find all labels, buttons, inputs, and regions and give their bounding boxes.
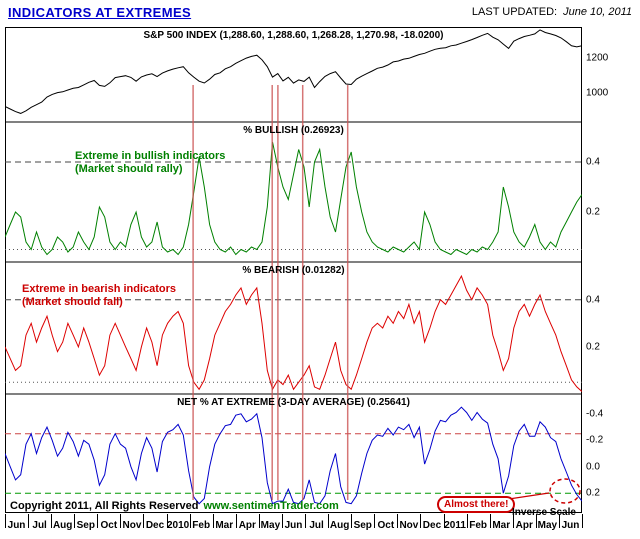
annotation-bearish-extreme: Extreme in bearish indicators (Market sh… bbox=[22, 283, 176, 309]
month-label: Aug bbox=[52, 520, 73, 531]
month-label: Nov bbox=[122, 520, 142, 531]
month-label: Oct bbox=[377, 520, 395, 531]
month-tick bbox=[51, 514, 53, 528]
copyright: Copyright 2011, All Rights Reserved www.s… bbox=[10, 500, 339, 512]
annotation-bearish-line2: (Market should fall) bbox=[22, 296, 123, 308]
month-tick bbox=[582, 514, 583, 528]
month-tick bbox=[235, 514, 237, 528]
month-tick bbox=[328, 514, 330, 528]
month-label: Apr bbox=[515, 520, 533, 531]
month-tick bbox=[281, 514, 283, 528]
month-tick bbox=[512, 514, 514, 528]
y-tick-label-net_extreme: 0.2 bbox=[586, 487, 600, 499]
month-label: Apr bbox=[238, 520, 256, 531]
month-tick bbox=[74, 514, 76, 528]
month-label: May bbox=[260, 520, 281, 531]
month-label: Mar bbox=[215, 520, 234, 531]
month-label: Nov bbox=[399, 520, 419, 531]
y-tick-label-net_extreme: -0.4 bbox=[586, 408, 604, 420]
month-tick bbox=[305, 514, 307, 528]
month-tick bbox=[443, 514, 445, 528]
sp500-series bbox=[5, 29, 582, 114]
month-tick bbox=[166, 514, 168, 528]
month-label: Aug bbox=[329, 520, 350, 531]
annotation-bearish-line1: Extreme in bearish indicators bbox=[22, 283, 177, 295]
page-title: INDICATORS AT EXTREMES bbox=[8, 5, 192, 20]
plot-box bbox=[5, 27, 582, 513]
month-label: Mar bbox=[492, 520, 511, 531]
y-tick-label-sp500: 1000 bbox=[586, 87, 609, 99]
month-tick bbox=[97, 514, 99, 528]
copyright-text: Copyright 2011, All Rights Reserved bbox=[10, 500, 199, 512]
almost-there-ellipse bbox=[549, 478, 581, 504]
month-tick bbox=[258, 514, 260, 528]
pct_bullish-series bbox=[5, 141, 582, 256]
annotation-bullish-line2: (Market should rally) bbox=[75, 163, 183, 175]
last-updated-label: LAST UPDATED: bbox=[471, 6, 558, 18]
panel-title-net_extreme: NET % AT EXTREME (3-DAY AVERAGE) (0.2564… bbox=[177, 397, 410, 408]
month-tick bbox=[420, 514, 422, 528]
y-tick-label-pct_bearish: 0.2 bbox=[586, 341, 600, 353]
month-tick bbox=[489, 514, 491, 528]
inverse-scale-label: Inverse Scale bbox=[512, 507, 576, 518]
annotation-bullish-extreme: Extreme in bullish indicators (Market sh… bbox=[75, 150, 225, 176]
month-tick bbox=[212, 514, 214, 528]
chart-svg bbox=[5, 27, 582, 513]
panel-title-pct_bullish: % BULLISH (0.26923) bbox=[243, 125, 344, 136]
y-tick-label-pct_bullish: 0.2 bbox=[586, 206, 600, 218]
month-label: May bbox=[537, 520, 558, 531]
y-tick-label-sp500: 1200 bbox=[586, 52, 609, 64]
y-tick-label-net_extreme: -0.2 bbox=[586, 434, 604, 446]
month-label: Jul bbox=[309, 520, 324, 531]
last-updated: LAST UPDATED: June 10, 2011 bbox=[472, 6, 632, 18]
month-label: Oct bbox=[100, 520, 118, 531]
net_extreme-series bbox=[5, 406, 582, 505]
almost-there-callout: Almost there! bbox=[437, 496, 516, 513]
month-tick bbox=[535, 514, 537, 528]
month-tick bbox=[120, 514, 122, 528]
month-label: Dec bbox=[422, 520, 442, 531]
annotation-bullish-line1: Extreme in bullish indicators bbox=[75, 150, 226, 162]
month-label: 2010 bbox=[166, 520, 190, 531]
month-tick bbox=[397, 514, 399, 528]
website-link[interactable]: www.sentimenTrader.com bbox=[203, 500, 339, 512]
month-label: Dec bbox=[145, 520, 165, 531]
pct_bearish-series bbox=[5, 274, 582, 392]
last-updated-date: June 10, 2011 bbox=[563, 6, 632, 18]
month-tick bbox=[558, 514, 560, 528]
month-label: Jun bbox=[7, 520, 26, 531]
panel-title-pct_bearish: % BEARISH (0.01282) bbox=[242, 265, 345, 276]
month-tick bbox=[189, 514, 191, 528]
month-label: Sep bbox=[76, 520, 95, 531]
month-tick bbox=[28, 514, 30, 528]
month-label: Sep bbox=[353, 520, 372, 531]
panel-title-sp500: S&P 500 INDEX (1,288.60, 1,288.60, 1,268… bbox=[143, 30, 444, 41]
month-tick bbox=[5, 514, 6, 528]
month-label: 2011 bbox=[444, 520, 466, 531]
month-tick bbox=[143, 514, 145, 528]
month-label: Feb bbox=[192, 520, 211, 531]
y-tick-label-net_extreme: 0.0 bbox=[586, 461, 600, 473]
month-tick bbox=[466, 514, 468, 528]
month-tick bbox=[351, 514, 353, 528]
month-label: Jun bbox=[284, 520, 303, 531]
y-tick-label-pct_bullish: 0.4 bbox=[586, 156, 600, 168]
y-tick-label-pct_bearish: 0.4 bbox=[586, 294, 600, 306]
month-tick bbox=[374, 514, 376, 528]
month-label: Jun bbox=[561, 520, 580, 531]
month-label: Feb bbox=[469, 520, 488, 531]
month-label: Jul bbox=[32, 520, 47, 531]
